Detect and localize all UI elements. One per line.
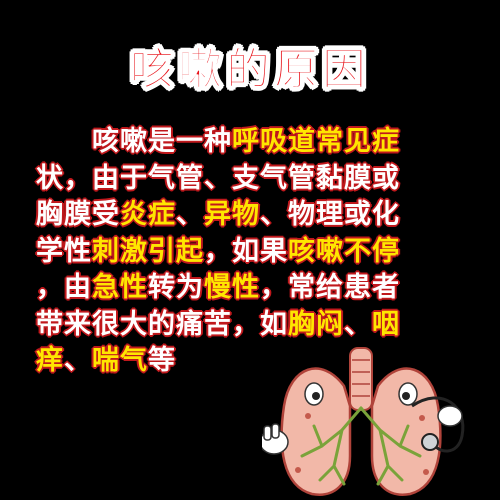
text-segment: 胸膜受 — [36, 199, 120, 230]
highlighted-text: 急性 — [92, 272, 148, 303]
text-segment: 、 — [344, 308, 372, 340]
text-line: 胸膜受炎症、异物、物理或化 — [36, 197, 476, 234]
text-line: 带来很大的痛苦，如胸闷、咽 — [36, 307, 476, 344]
highlighted-text: 胸闷 — [288, 308, 344, 340]
highlighted-text: 喘气 — [92, 345, 148, 376]
highlighted-text: 慢性 — [204, 272, 260, 303]
right-glove-icon — [437, 405, 463, 427]
right-bronchi — [359, 406, 422, 486]
highlighted-text: 刺激引起 — [92, 235, 204, 267]
text-segment: ，如果 — [204, 235, 288, 267]
text-segment: 学性 — [36, 235, 92, 267]
left-bronchi — [300, 406, 363, 486]
trachea — [349, 347, 373, 411]
highlighted-text: 异物 — [204, 199, 260, 230]
stethoscope-icon — [421, 433, 439, 451]
text-line: 痒、喘气等 — [36, 343, 476, 380]
highlighted-text: 咽 — [372, 308, 400, 340]
text-line: 学性刺激引起，如果咳嗽不停 — [36, 234, 476, 271]
text-segment: 转为 — [148, 272, 204, 303]
body-paragraph: 咳嗽是一种呼吸道常见症 状，由于气管、支气管黏膜或 胸膜受炎症、异物、物理或化 学性刺… — [36, 124, 476, 380]
text-segment: 、 — [64, 345, 92, 376]
highlighted-text: 痒 — [36, 345, 64, 376]
poster-title: 咳嗽的原因 — [130, 44, 370, 96]
highlighted-text: 咳嗽不停 — [288, 235, 400, 267]
text-line: ，由急性转为慢性，常给患者 — [36, 270, 476, 307]
highlighted-text: 炎症 — [120, 199, 176, 230]
text-segment: 等 — [148, 345, 176, 376]
text-segment: ，由 — [36, 272, 92, 303]
text-segment: 、物理或化 — [260, 199, 400, 230]
text-segment: ，常给患者 — [260, 272, 400, 303]
text-line: 状，由于气管、支气管黏膜或 — [36, 161, 476, 198]
left-glove-icon — [262, 423, 289, 455]
stethoscope-tube — [411, 396, 465, 453]
text-segment: 、 — [176, 199, 204, 230]
text-segment: 带来很大的痛苦，如 — [36, 308, 288, 340]
cartoon-lungs-icon — [262, 347, 465, 496]
highlighted-text: 呼吸道常见症 — [232, 126, 400, 157]
text-segment: 咳嗽是一种 — [92, 126, 232, 157]
text-segment: 状，由于气管、支气管黏膜或 — [36, 162, 400, 194]
text-line: 咳嗽是一种呼吸道常见症 — [36, 124, 476, 161]
